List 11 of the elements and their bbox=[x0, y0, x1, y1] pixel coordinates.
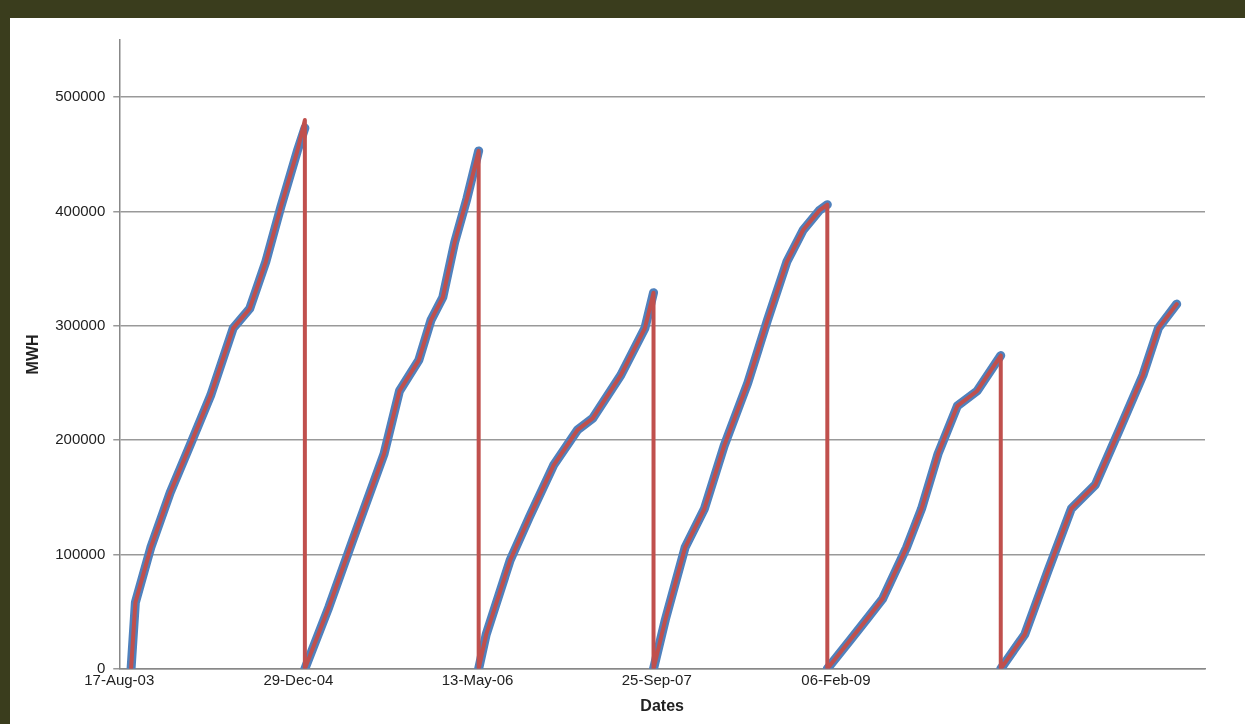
y-tick-label: 200000 bbox=[55, 430, 106, 448]
y-tick-label: 400000 bbox=[55, 201, 106, 219]
x-tick-label: 06-Feb-09 bbox=[801, 670, 871, 688]
x-tick-label: 25-Sep-07 bbox=[621, 670, 692, 688]
y-axis-title: MWH bbox=[24, 334, 42, 375]
y-tick-label: 500000 bbox=[55, 87, 106, 105]
x-axis-title: Dates bbox=[640, 696, 685, 714]
x-tick-label: 29-Dec-04 bbox=[263, 670, 334, 688]
y-tick-label: 100000 bbox=[55, 544, 106, 562]
x-tick-label: 13-May-06 bbox=[441, 670, 514, 688]
y-tick-label: 300000 bbox=[55, 315, 106, 333]
